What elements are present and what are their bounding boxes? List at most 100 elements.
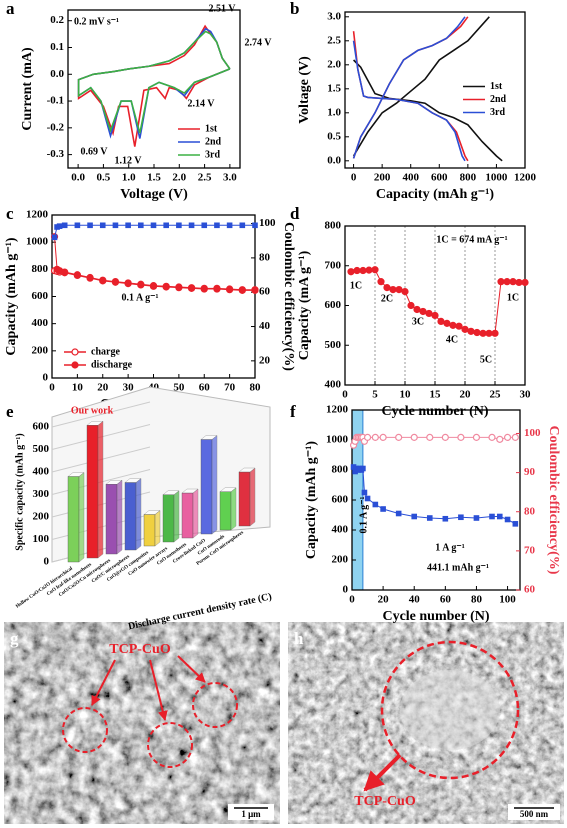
marker [489, 513, 495, 520]
marker [457, 433, 465, 441]
y-tick-label: 0 [44, 556, 50, 568]
y-tick-label: 200 [32, 344, 49, 356]
marker [509, 278, 517, 286]
y-tick-label: 1.5 [327, 82, 341, 94]
sem-texture [4, 622, 280, 824]
marker [496, 513, 503, 520]
x-tick-label: 1.0 [122, 172, 136, 184]
bar-side [97, 420, 104, 559]
marker [138, 222, 144, 229]
annotation: 1C [507, 292, 519, 303]
x-tick-label: 5 [372, 389, 378, 401]
marker [364, 495, 371, 502]
x-tick-label: 20 [460, 389, 472, 401]
x-tick-label: 1.5 [147, 172, 161, 184]
y-tick-label: 1.0 [327, 106, 341, 118]
bar [86, 425, 99, 559]
marker [442, 515, 449, 522]
marker [56, 223, 63, 229]
annotation: 0.69 V [80, 146, 108, 157]
y-tick-label: 200 [332, 554, 349, 566]
x-tick-label: 0 [351, 172, 357, 184]
series-line [77, 27, 231, 139]
y-tick-label: 1000 [326, 434, 349, 446]
x-tick-label: 0.0 [71, 172, 85, 184]
marker [347, 268, 355, 276]
y-tick-label: 0.0 [50, 68, 64, 80]
image-label: TCP-CuO [109, 642, 171, 657]
panel-letter: a [6, 0, 15, 18]
marker [252, 222, 258, 229]
annotation: 0.1 A g⁻¹ [122, 292, 159, 303]
marker [239, 222, 246, 229]
y-tick-label: -0.3 [47, 148, 65, 160]
marker [504, 516, 511, 523]
x-tick-label: 60 [440, 594, 452, 606]
y-axis-title: Capacity (mAh g⁻¹) [4, 237, 19, 355]
arrow [91, 659, 116, 706]
y-tick-label: 600 [325, 299, 342, 311]
annotation: 2.74 V [244, 37, 272, 48]
y-tick-label: 100 [33, 533, 50, 545]
arrow [177, 655, 206, 683]
y2-tick-label: 100 [259, 217, 276, 229]
marker [61, 222, 68, 229]
panel-letter: d [290, 204, 300, 223]
legend-label: 1st [205, 123, 218, 134]
x-tick-label: 15 [430, 389, 442, 401]
annotation: Our work [71, 406, 114, 417]
annotation: 1C = 674 mA g⁻¹ [436, 234, 507, 245]
marker [353, 266, 361, 275]
marker [73, 271, 81, 279]
image-label: TCP-CuO [354, 794, 416, 809]
marker [188, 222, 195, 229]
y-tick-label: -0.2 [47, 121, 65, 133]
x-tick-label: 0 [349, 594, 355, 606]
marker [449, 321, 457, 329]
x-tick-label: 200 [374, 172, 391, 184]
y-tick-label: 600 [33, 421, 50, 433]
marker [401, 287, 409, 296]
y2-axis-title: Coulombic efficiency(%) [546, 426, 561, 575]
x-tick-label: 70 [224, 382, 236, 394]
marker [86, 273, 94, 282]
panel-letter: f [290, 402, 296, 421]
scale-bar-label: 500 nm [520, 809, 549, 819]
marker [411, 513, 418, 520]
y2-tick-label: 40 [259, 320, 271, 332]
y2-tick-label: 60 [524, 584, 536, 596]
legend-label: 2nd [205, 136, 222, 147]
y-tick-label: 500 [33, 443, 50, 455]
y-tick-label: 0.5 [327, 130, 341, 142]
y-tick-label: 400 [33, 466, 50, 478]
marker [413, 305, 421, 314]
marker [226, 222, 233, 229]
bar [238, 471, 251, 527]
x-axis-title: Cycle number (N) [382, 609, 489, 624]
x-tick-label: 50 [173, 382, 185, 394]
y-axis-title: Specific capacity (mAh g⁻¹) [14, 433, 25, 550]
y-tick-label: 400 [32, 317, 49, 329]
marker [485, 329, 493, 337]
y2-tick-label: 60 [259, 286, 271, 298]
marker [425, 309, 433, 318]
y-tick-label: 0.0 [327, 154, 341, 166]
bar-top [238, 467, 256, 473]
y-tick-label: 1000 [26, 236, 49, 248]
highlight-circle [147, 722, 193, 768]
marker [389, 286, 397, 294]
marker [473, 328, 481, 337]
y-tick-label: 600 [32, 290, 49, 302]
marker [426, 515, 433, 521]
marker [360, 465, 366, 472]
y-tick-label: -0.1 [47, 95, 64, 107]
annotation: 4C [446, 334, 458, 345]
marker [380, 506, 386, 512]
grid-line [51, 401, 151, 428]
x-tick-label: 2.0 [172, 172, 186, 184]
x-tick-label: 1000 [485, 172, 508, 184]
x-axis-title: Cycle number (N) [381, 404, 488, 419]
annotation: 441.1 mAh g⁻¹ [427, 562, 489, 573]
sem-image-g: g TCP-CuO 1 μm [4, 622, 280, 824]
